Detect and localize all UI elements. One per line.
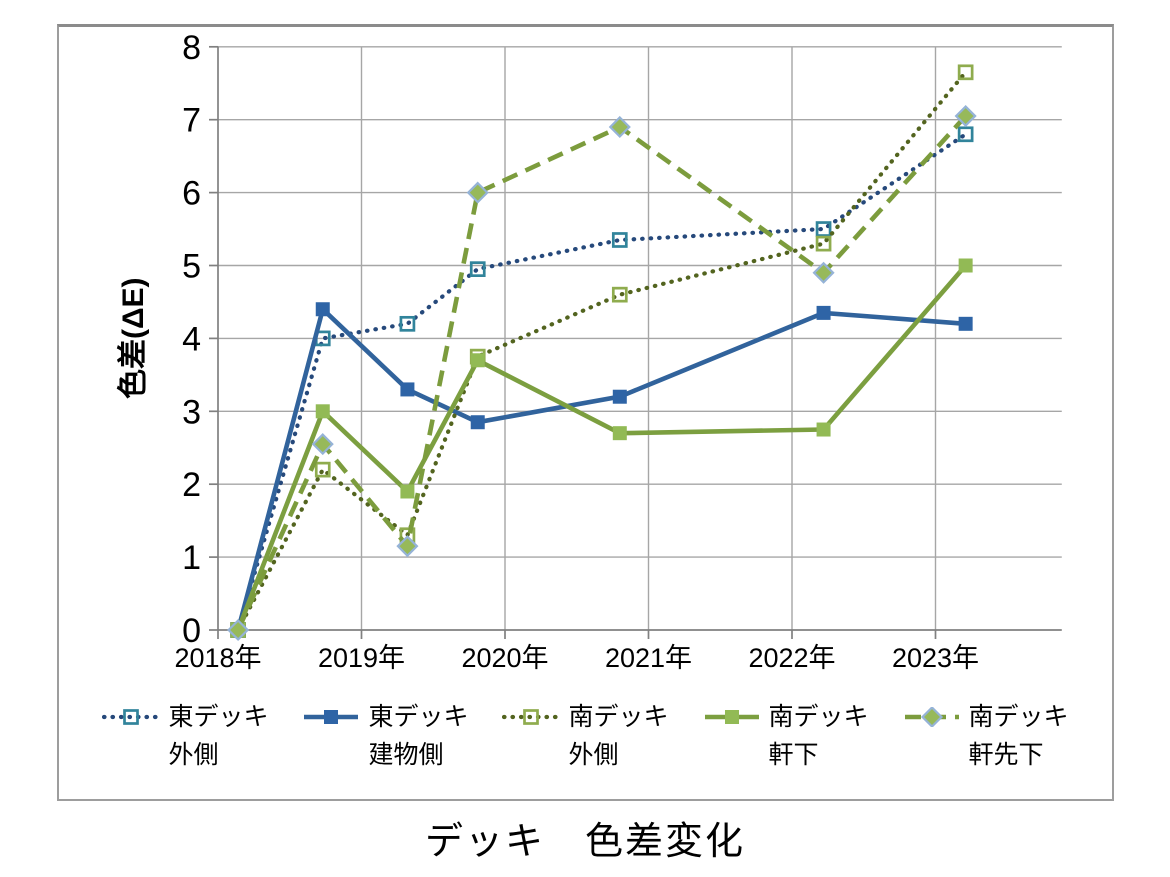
y-tick-label: 6 bbox=[182, 175, 201, 213]
series-line bbox=[236, 70, 968, 633]
marker-square bbox=[400, 484, 415, 499]
marker-open-square bbox=[815, 235, 832, 252]
marker-diamond bbox=[466, 181, 489, 204]
y-tick-label: 5 bbox=[182, 248, 201, 286]
series-line bbox=[235, 304, 966, 631]
marker-diamond bbox=[311, 433, 334, 456]
marker-diamond bbox=[608, 115, 631, 139]
marker-open-square bbox=[399, 315, 416, 332]
chart-caption: デッキ 色差変化 bbox=[424, 821, 745, 863]
y-tick-label: 3 bbox=[182, 393, 201, 431]
y-tick-label: 8 bbox=[182, 29, 201, 67]
y-tick-label: 2 bbox=[182, 466, 201, 504]
marker-diamond bbox=[396, 535, 419, 558]
marker-diamond bbox=[954, 104, 977, 128]
x-tick-label: 2022年 bbox=[748, 643, 835, 673]
legend-item-south-deck-eaves-edge: 南デッキ 軒先下 bbox=[903, 699, 1069, 774]
marker-square bbox=[612, 389, 627, 404]
legend-key-south-deck-eaves-edge bbox=[904, 707, 959, 727]
marker-square bbox=[816, 305, 831, 320]
legend-label-south-deck-eaves: 南デッキ 軒下 bbox=[768, 703, 869, 769]
marker-square bbox=[470, 353, 485, 368]
legend-key-east-deck-building bbox=[304, 710, 359, 724]
legend-label-south-deck-eaves-edge: 南デッキ 軒先下 bbox=[968, 703, 1069, 769]
marker-square bbox=[315, 404, 330, 419]
y-axis-title: 色差(ΔE) bbox=[117, 277, 150, 399]
x-tick-label: 2020年 bbox=[461, 643, 548, 673]
legend-label-east-deck-building: 東デッキ 建物側 bbox=[368, 703, 469, 769]
marker-square bbox=[816, 422, 831, 437]
marker-square bbox=[958, 258, 973, 273]
legend-item-south-deck-outer: 南デッキ 外側 bbox=[502, 699, 669, 774]
marker-open-square bbox=[123, 709, 140, 725]
series-south-deck-outer bbox=[230, 64, 974, 638]
marker-square bbox=[612, 426, 627, 441]
chart-legend: 東デッキ 外側 東デッキ 建物側 南デッキ 外側 南デッキ 軒下 南デッキ 軒先下 bbox=[59, 699, 1112, 774]
marker-square bbox=[315, 302, 330, 317]
line-chart-plot: 0 1 2 3 4 5 6 7 8 2018年 2019年 2020年 2021年 2022年 2023年 色… bbox=[117, 29, 1062, 673]
marker-open-square bbox=[957, 64, 974, 81]
legend-item-east-deck-outer: 東デッキ 外側 bbox=[102, 699, 268, 774]
series-east-deck-outer bbox=[230, 126, 974, 638]
x-tick-label: 2018年 bbox=[174, 643, 261, 673]
marker-open-square bbox=[469, 261, 486, 277]
marker-square bbox=[324, 710, 339, 724]
legend-label-east-deck-outer: 東デッキ 外側 bbox=[168, 703, 269, 769]
y-tick-label: 1 bbox=[182, 539, 201, 577]
legend-label-south-deck-outer: 南デッキ 外側 bbox=[568, 703, 669, 769]
marker-open-square bbox=[611, 286, 628, 303]
marker-square bbox=[958, 316, 973, 331]
series-line bbox=[236, 132, 968, 633]
y-tick-label: 0 bbox=[182, 612, 201, 650]
legend-key-south-deck-eaves bbox=[704, 710, 759, 724]
marker-square bbox=[400, 382, 415, 397]
x-tick-label: 2019年 bbox=[318, 643, 405, 673]
marker-square bbox=[724, 710, 739, 724]
x-tick-label: 2021年 bbox=[605, 643, 692, 673]
legend-key-south-deck-outer bbox=[502, 709, 561, 725]
y-tick-label: 7 bbox=[182, 102, 201, 140]
y-tick-label: 4 bbox=[182, 320, 201, 358]
marker-open-square bbox=[957, 126, 974, 143]
legend-key-east-deck-outer bbox=[102, 709, 161, 725]
marker-open-square bbox=[611, 232, 628, 248]
marker-open-square bbox=[523, 709, 540, 725]
marker-open-square bbox=[314, 461, 331, 478]
marker-open-square bbox=[815, 221, 832, 237]
marker-diamond bbox=[812, 261, 835, 284]
series-south-deck-eaves-edge bbox=[227, 104, 977, 642]
marker-diamond bbox=[920, 707, 943, 727]
marker-square bbox=[470, 415, 485, 430]
legend-item-east-deck-building: 東デッキ 建物側 bbox=[302, 699, 468, 774]
legend-item-south-deck-eaves: 南デッキ 軒下 bbox=[703, 699, 869, 774]
marker-diamond bbox=[227, 618, 250, 642]
chart-frame: 0 1 2 3 4 5 6 7 8 2018年 2019年 2020年 2021年 2022年 2023年 色… bbox=[57, 24, 1114, 801]
series-line bbox=[235, 263, 968, 631]
x-tick-label: 2023年 bbox=[892, 643, 979, 673]
